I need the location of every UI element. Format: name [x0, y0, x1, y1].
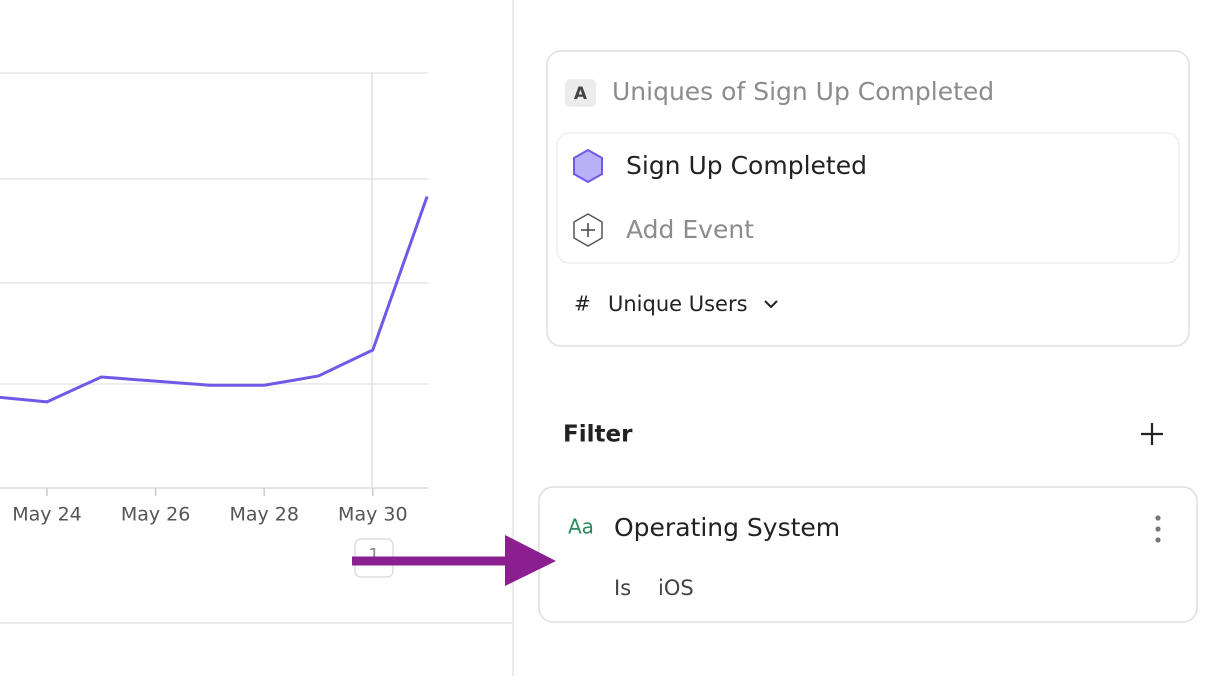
filter-card — [538, 486, 1198, 623]
chart: May 24 May 26 May 28 May 30 — [0, 72, 429, 526]
metric-title[interactable]: Uniques of Sign Up Completed — [612, 77, 994, 106]
chevron[interactable] — [764, 300, 778, 309]
filter-heading: Filter — [563, 422, 633, 448]
event-name[interactable]: Sign Up Completed — [626, 151, 867, 180]
events-box — [556, 132, 1180, 264]
measure[interactable]: Unique Users — [608, 292, 748, 316]
filter-property[interactable]: Operating System — [614, 513, 840, 542]
x-tick-label: May 26 — [121, 504, 191, 526]
type-icon: Aa — [568, 515, 594, 539]
x-tick-label: May 24 — [12, 504, 82, 526]
measure-icon: # — [574, 292, 591, 316]
series-line — [0, 195, 429, 404]
x-tick-label: May 28 — [229, 504, 299, 526]
menu-dot[interactable] — [1155, 515, 1161, 521]
x-tick-label: May 30 — [338, 504, 408, 526]
event-icon — [573, 148, 603, 184]
menu-dot[interactable] — [1155, 526, 1161, 532]
page-number: 1 — [368, 545, 379, 566]
add-event[interactable]: Add Event — [626, 215, 754, 244]
menu-dot[interactable] — [1155, 537, 1161, 543]
badge — [565, 79, 596, 107]
filter-value[interactable]: iOS — [658, 576, 694, 600]
filter-operator[interactable]: Is — [614, 576, 631, 600]
arrow-head — [505, 535, 556, 586]
badge-letter: A — [574, 84, 588, 104]
